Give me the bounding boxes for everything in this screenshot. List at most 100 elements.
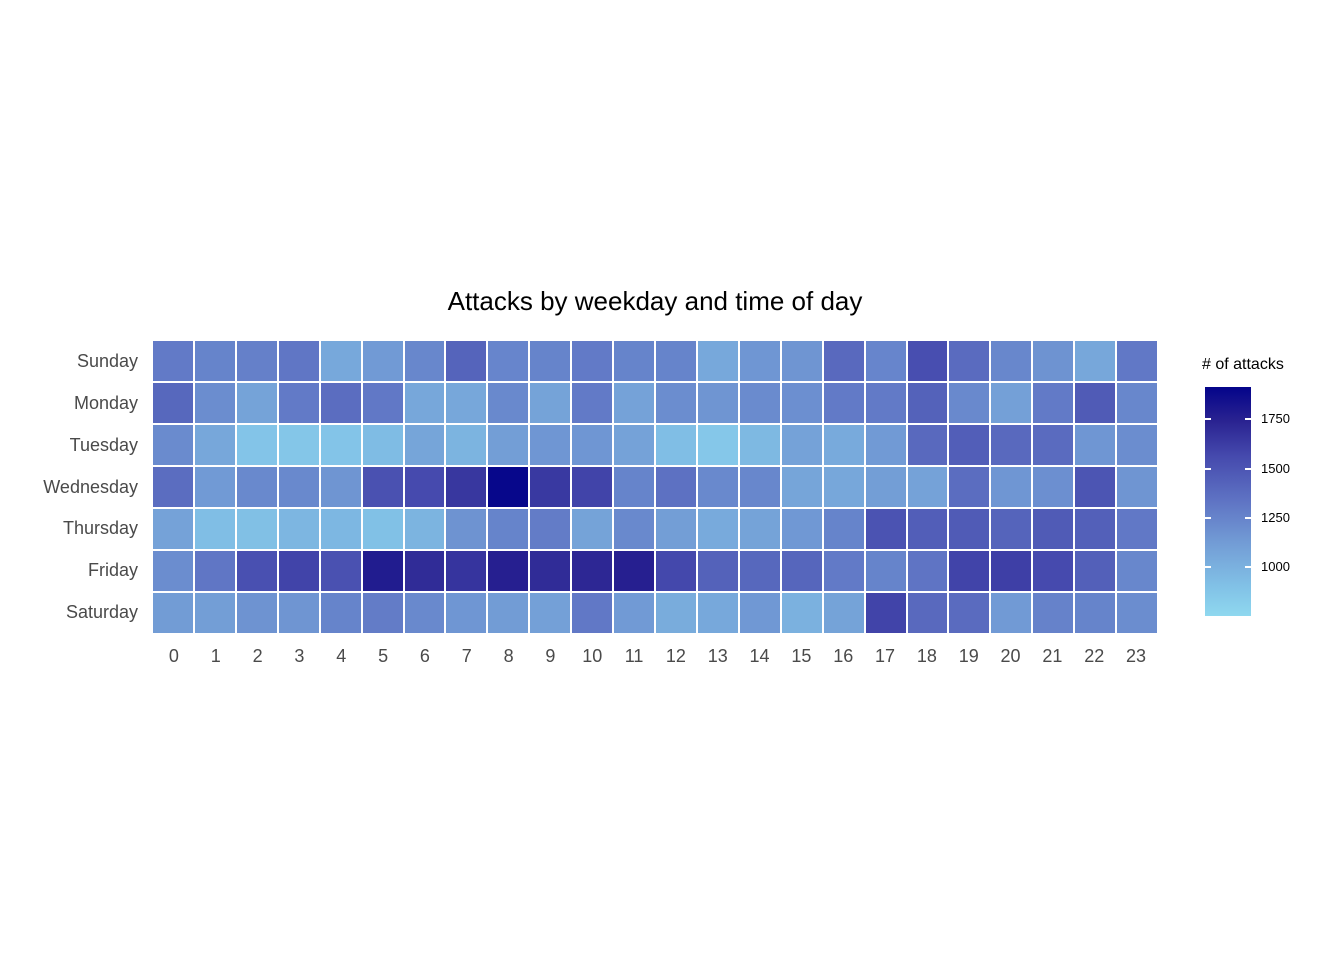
x-axis-label: 20 (1000, 646, 1021, 666)
heatmap-cell (781, 467, 822, 507)
heatmap-cell (194, 551, 235, 591)
heatmap-cell (320, 383, 361, 423)
heatmap-cell (362, 593, 403, 633)
heatmap-cell (656, 593, 696, 633)
heatmap-cell (907, 341, 948, 381)
heatmap-cell (739, 341, 780, 381)
x-axis-label: 9 (545, 646, 556, 666)
heatmap-cell (949, 551, 990, 591)
legend-tick-mark (1205, 516, 1211, 519)
x-axis-label: 8 (503, 646, 514, 666)
heatmap-cell (362, 467, 403, 507)
heatmap-cell (949, 383, 990, 423)
heatmap-cell (530, 593, 571, 633)
heatmap-cell (1117, 341, 1157, 381)
heatmap-cell (446, 551, 487, 591)
heatmap-cell (865, 467, 906, 507)
x-axis-label: 2 (252, 646, 263, 666)
heatmap-cell (236, 383, 277, 423)
y-axis-label: Sunday (76, 351, 138, 372)
heatmap-cell (1075, 551, 1116, 591)
heatmap-cell (194, 425, 235, 465)
x-axis-label: 16 (833, 646, 854, 666)
heatmap-cell (530, 509, 571, 549)
heatmap-cell (153, 467, 193, 507)
x-axis-label: 4 (336, 646, 347, 666)
heatmap-cell (865, 551, 906, 591)
legend-tick-mark (1245, 516, 1251, 519)
heatmap-cell (865, 425, 906, 465)
heatmap-cell (1033, 551, 1074, 591)
heatmap-cell (236, 551, 277, 591)
heatmap-cell (949, 509, 990, 549)
heatmap-cell (236, 593, 277, 633)
heatmap-cell (404, 425, 445, 465)
heatmap-cell (739, 551, 780, 591)
heatmap-cell (865, 509, 906, 549)
heatmap-cell (614, 551, 654, 591)
heatmap-cell (320, 467, 361, 507)
heatmap-cell (907, 551, 948, 591)
heatmap-cell (991, 341, 1032, 381)
x-axis-label: 6 (419, 646, 430, 666)
heatmap-cell (656, 509, 696, 549)
heatmap-cell (781, 593, 822, 633)
heatmap-cell (278, 341, 319, 381)
heatmap-cell (614, 383, 654, 423)
heatmap-cell (278, 383, 319, 423)
heatmap-cell (697, 467, 738, 507)
heatmap-cell (153, 593, 193, 633)
heatmap-cell (530, 341, 571, 381)
heatmap-cell (614, 425, 654, 465)
heatmap-cell (572, 467, 613, 507)
heatmap-cell (991, 383, 1032, 423)
x-axis-label: 14 (749, 646, 770, 666)
heatmap-cell (823, 467, 864, 507)
heatmap-cell (949, 425, 990, 465)
heatmap-cell (991, 509, 1032, 549)
heatmap-cell (278, 467, 319, 507)
heatmap-cell (362, 551, 403, 591)
heatmap-cell (488, 383, 529, 423)
heatmap-cell (404, 383, 445, 423)
heatmap-cell (572, 341, 613, 381)
heatmap-cell (278, 509, 319, 549)
heatmap-cell (656, 551, 696, 591)
legend-title: # of attacks (1202, 356, 1284, 373)
legend-tick-mark (1205, 467, 1211, 470)
heatmap-cell (320, 551, 361, 591)
heatmap-cell (278, 551, 319, 591)
heatmap-cell (614, 509, 654, 549)
heatmap-cell (320, 593, 361, 633)
heatmap-cell (153, 341, 193, 381)
heatmap-cell (194, 467, 235, 507)
heatmap-cell (739, 593, 780, 633)
x-axis-label: 22 (1084, 646, 1105, 666)
heatmap-cell (362, 383, 403, 423)
heatmap-cell (781, 341, 822, 381)
heatmap-cell (991, 467, 1032, 507)
heatmap-cell (194, 341, 235, 381)
heatmap-cell (697, 341, 738, 381)
x-axis-label: 7 (461, 646, 472, 666)
x-axis-label: 19 (958, 646, 979, 666)
x-axis-label: 11 (624, 646, 644, 666)
heatmap-cell (865, 593, 906, 633)
legend-tick-label: 1000 (1261, 558, 1290, 574)
heatmap-cell (823, 551, 864, 591)
heatmap-cell (446, 425, 487, 465)
heatmap-cell (362, 509, 403, 549)
heatmap-cell (236, 509, 277, 549)
heatmap-cell (781, 425, 822, 465)
heatmap-cell (1033, 593, 1074, 633)
x-axis-label: 5 (378, 646, 389, 666)
heatmap-cell (404, 341, 445, 381)
y-axis-label: Saturday (65, 601, 138, 622)
heatmap-cell (1075, 509, 1116, 549)
x-axis-label: 13 (707, 646, 728, 666)
heatmap-cell (1117, 383, 1157, 423)
heatmap-cell (1033, 467, 1074, 507)
heatmap-cell (572, 593, 613, 633)
heatmap-cell (572, 509, 613, 549)
heatmap-cell (530, 467, 571, 507)
